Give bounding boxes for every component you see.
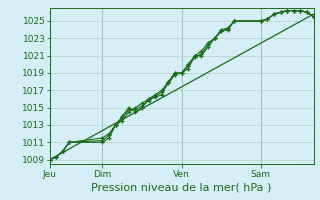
X-axis label: Pression niveau de la mer( hPa ): Pression niveau de la mer( hPa ) <box>92 183 272 193</box>
